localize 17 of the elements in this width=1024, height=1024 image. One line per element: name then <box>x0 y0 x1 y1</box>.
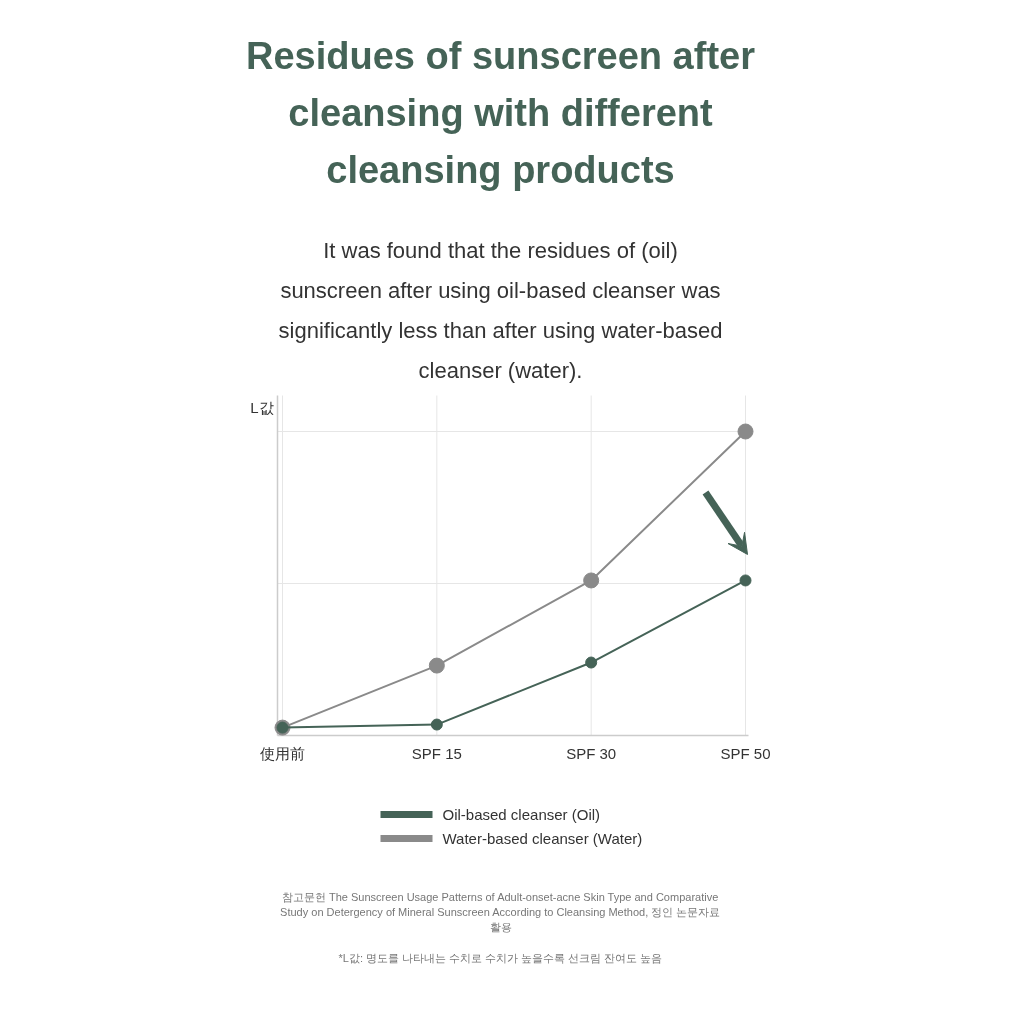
text: *L값: 명도를 나타내는 수치로 수치가 높을수록 선크림 잔여도 높음 <box>338 951 663 964</box>
chart-title: Residues of sunscreen after cleansing with different cleansing products <box>246 34 756 191</box>
point <box>737 423 754 440</box>
y-axis-title: L값 <box>250 399 274 416</box>
x-tick-label: 使用前 <box>260 745 305 762</box>
point <box>585 656 598 669</box>
x-tick-label: SPF 15 <box>411 745 462 762</box>
x-tick-label: SPF 30 <box>566 745 617 762</box>
text: 참고문헌 The Sunscreen Usage Patterns of Adult-onset-acne Skin Type and Comparative Study on Detergency of Mineral Sunscreen According to Cleansing Method, 정인 논문자료 활용 <box>280 890 721 933</box>
point <box>739 574 752 587</box>
point <box>430 718 443 731</box>
legend-label: Water-based cleanser (Water) <box>442 830 643 847</box>
point <box>583 572 600 589</box>
x-tick-label: SPF 50 <box>720 745 771 762</box>
chart-subtitle: It was found that the residues of (oil) sunscreen after using oil-based cleanser was significantly less than after using water-based cleanser (water). <box>278 238 723 383</box>
point <box>428 657 445 674</box>
legend-label: Oil-based cleanser (Oil) <box>442 806 601 823</box>
